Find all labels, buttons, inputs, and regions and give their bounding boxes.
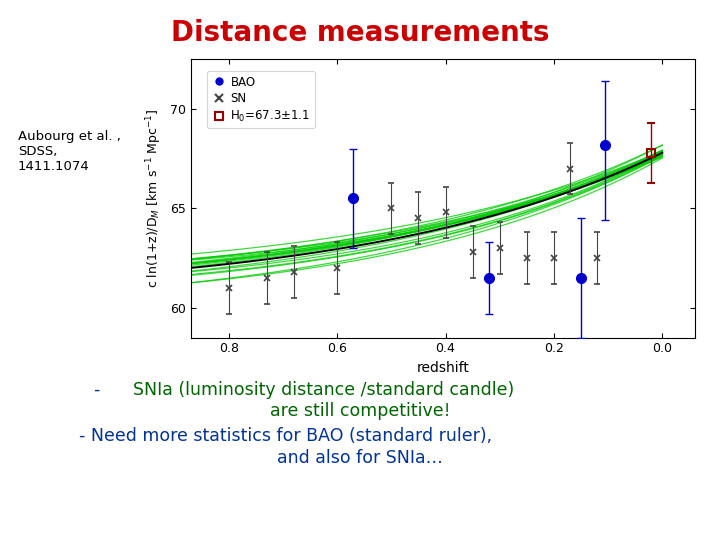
Text: Distance measurements: Distance measurements <box>171 19 549 47</box>
Text: - Need more statistics for BAO (standard ruler),: - Need more statistics for BAO (standard… <box>79 427 492 444</box>
X-axis label: redshift: redshift <box>416 361 469 375</box>
Legend: BAO, SN, H$_0$=67.3$\pm$1.1: BAO, SN, H$_0$=67.3$\pm$1.1 <box>207 71 315 129</box>
Text: SNIa (luminosity distance /standard candle): SNIa (luminosity distance /standard cand… <box>122 381 515 399</box>
Y-axis label: c ln(1+z)/D$_M$ [km s$^{-1}$ Mpc$^{-1}$]: c ln(1+z)/D$_M$ [km s$^{-1}$ Mpc$^{-1}$] <box>145 109 164 288</box>
Text: -: - <box>94 381 100 399</box>
Text: are still competitive!: are still competitive! <box>270 402 450 420</box>
Text: Aubourg et al. ,
SDSS,
1411.1074: Aubourg et al. , SDSS, 1411.1074 <box>18 130 121 173</box>
Text: and also for SNIa…: and also for SNIa… <box>277 449 443 467</box>
